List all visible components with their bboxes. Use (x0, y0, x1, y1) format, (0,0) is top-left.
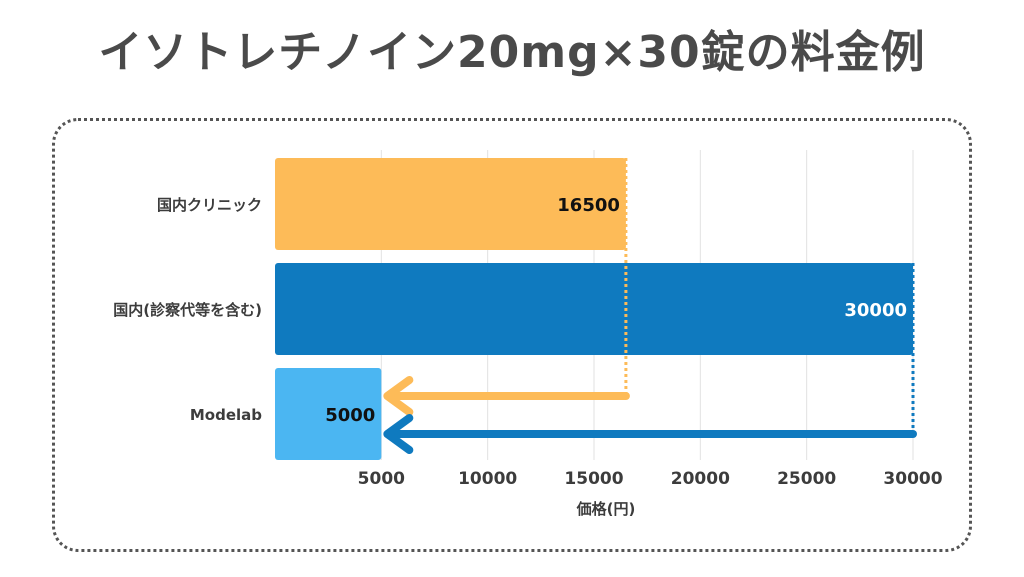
category-label: 国内クリニック (157, 196, 262, 214)
page-title: イソトレチノイン20mg×30錠の料金例 (98, 27, 926, 78)
arrow-layer (383, 158, 917, 454)
chart-frame (52, 118, 972, 552)
x-tick-label: 30000 (883, 469, 942, 489)
arrow-head (383, 414, 414, 454)
bar-layer (275, 158, 913, 460)
data-label: 30000 (844, 300, 907, 321)
x-tick-label: 25000 (777, 469, 836, 489)
arrow-head (383, 376, 414, 416)
x-tick-label: 5000 (358, 469, 405, 489)
x-tick-label: 20000 (671, 469, 730, 489)
data-label: 5000 (325, 405, 375, 426)
bar (275, 158, 626, 250)
category-label: Modelab (190, 406, 262, 424)
x-tick-label: 15000 (564, 469, 623, 489)
x-tick-label: 10000 (458, 469, 517, 489)
text-layer: 5000 10000 15000 20000 25000 30000 価格(円) 国内クリニッ… (113, 195, 942, 518)
x-axis-title: 価格(円) (576, 500, 636, 518)
data-label: 16500 (557, 195, 620, 216)
category-label: 国内(診察代等を含む) (113, 301, 262, 319)
bar (275, 263, 913, 355)
bar (275, 368, 382, 460)
